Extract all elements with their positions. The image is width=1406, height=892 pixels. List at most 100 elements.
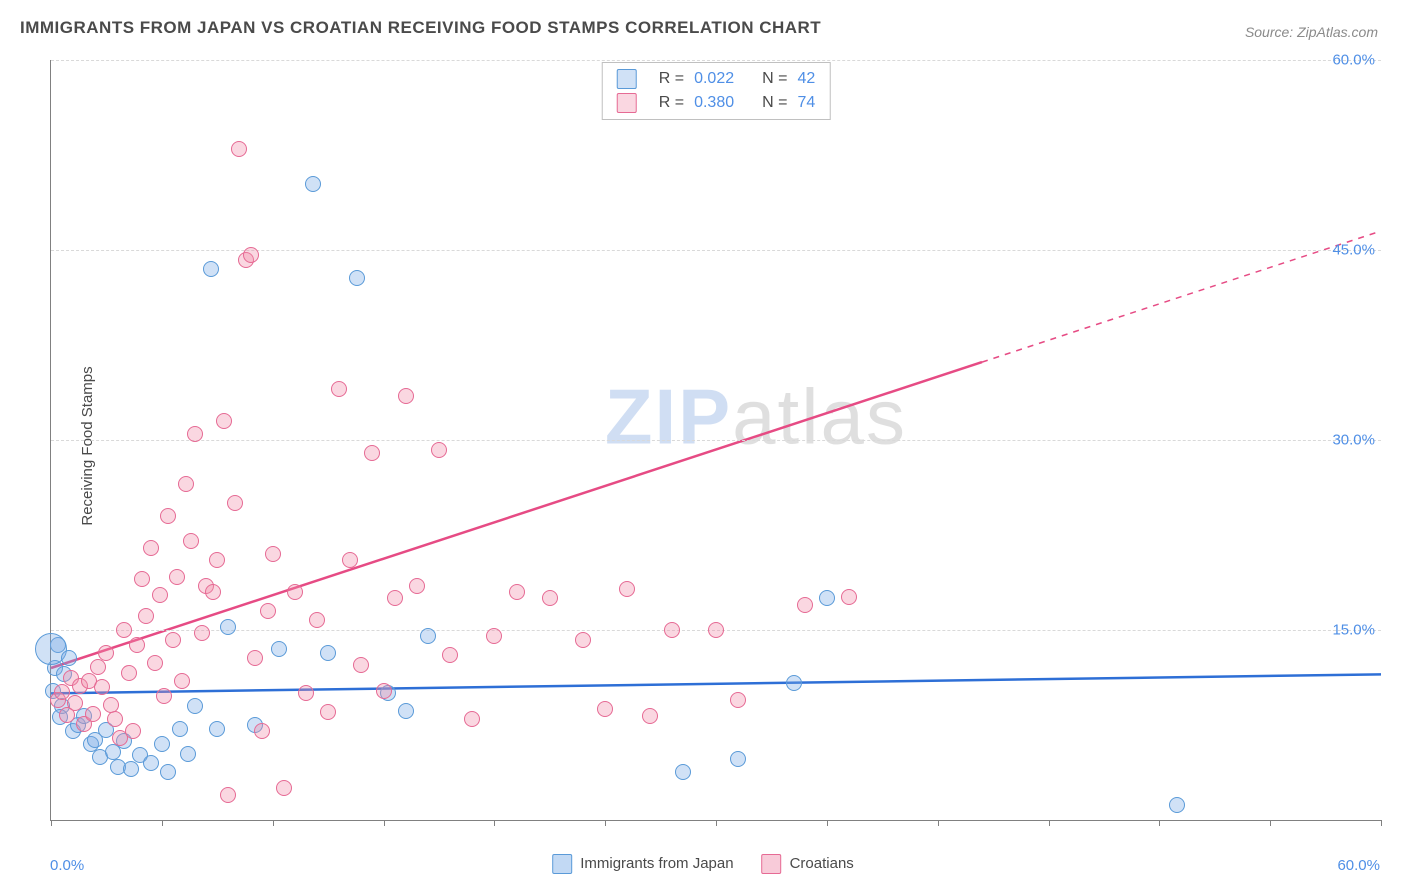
data-point-croatians xyxy=(205,584,221,600)
legend-label: Croatians xyxy=(790,855,854,872)
data-point-croatians xyxy=(309,612,325,628)
data-point-croatians xyxy=(353,657,369,673)
data-point-japan xyxy=(271,641,287,657)
y-tick-label: 30.0% xyxy=(1332,432,1375,449)
data-point-croatians xyxy=(287,584,303,600)
data-point-croatians xyxy=(178,476,194,492)
data-point-croatians xyxy=(67,695,83,711)
data-point-croatians xyxy=(134,571,150,587)
data-point-croatians xyxy=(194,625,210,641)
source-attribution: Source: ZipAtlas.com xyxy=(1245,24,1378,40)
legend-item: Croatians xyxy=(762,854,854,874)
x-tick xyxy=(1049,820,1050,826)
x-tick xyxy=(1381,820,1382,826)
data-point-japan xyxy=(1169,797,1185,813)
data-point-croatians xyxy=(147,655,163,671)
data-point-croatians xyxy=(254,723,270,739)
data-point-croatians xyxy=(442,647,458,663)
stats-legend-box: R = 0.022N = 42R = 0.380N = 74 xyxy=(602,62,831,120)
legend-item: Immigrants from Japan xyxy=(552,854,733,874)
data-point-croatians xyxy=(107,711,123,727)
data-point-croatians xyxy=(121,665,137,681)
data-point-japan xyxy=(320,645,336,661)
x-tick xyxy=(162,820,163,826)
x-tick xyxy=(605,820,606,826)
data-point-japan xyxy=(398,703,414,719)
data-point-croatians xyxy=(509,584,525,600)
r-label: R = xyxy=(659,70,684,88)
data-point-croatians xyxy=(619,581,635,597)
data-point-japan xyxy=(220,619,236,635)
data-point-japan xyxy=(349,270,365,286)
data-point-croatians xyxy=(216,413,232,429)
n-value-croatians: 74 xyxy=(797,94,815,112)
x-axis-max-label: 60.0% xyxy=(1337,857,1380,874)
stats-row-japan: R = 0.022N = 42 xyxy=(617,67,816,91)
data-point-japan xyxy=(172,721,188,737)
data-point-japan xyxy=(187,698,203,714)
data-point-croatians xyxy=(243,247,259,263)
data-point-croatians xyxy=(431,442,447,458)
legend-swatch xyxy=(762,854,782,874)
data-point-croatians xyxy=(169,569,185,585)
r-value-japan: 0.022 xyxy=(694,70,734,88)
y-tick-label: 45.0% xyxy=(1332,242,1375,259)
data-point-japan xyxy=(154,736,170,752)
r-label: R = xyxy=(659,94,684,112)
data-point-japan xyxy=(180,746,196,762)
x-tick xyxy=(938,820,939,826)
data-point-croatians xyxy=(841,589,857,605)
r-value-croatians: 0.380 xyxy=(694,94,734,112)
data-point-japan xyxy=(61,650,77,666)
data-point-croatians xyxy=(231,141,247,157)
data-point-japan xyxy=(143,755,159,771)
data-point-croatians xyxy=(98,645,114,661)
gridline xyxy=(51,60,1381,61)
data-point-croatians xyxy=(664,622,680,638)
data-point-croatians xyxy=(542,590,558,606)
scatter-plot-area: ZIPatlas R = 0.022N = 42R = 0.380N = 74 … xyxy=(50,60,1381,821)
data-point-croatians xyxy=(575,632,591,648)
data-point-croatians xyxy=(265,546,281,562)
data-point-croatians xyxy=(85,706,101,722)
data-point-croatians xyxy=(486,628,502,644)
data-point-japan xyxy=(420,628,436,644)
x-tick xyxy=(494,820,495,826)
data-point-japan xyxy=(160,764,176,780)
data-point-croatians xyxy=(597,701,613,717)
y-tick-label: 60.0% xyxy=(1332,52,1375,69)
data-point-croatians xyxy=(116,622,132,638)
data-point-croatians xyxy=(125,723,141,739)
data-point-croatians xyxy=(209,552,225,568)
data-point-japan xyxy=(786,675,802,691)
data-point-japan xyxy=(819,590,835,606)
data-point-croatians xyxy=(143,540,159,556)
data-point-croatians xyxy=(387,590,403,606)
data-point-croatians xyxy=(708,622,724,638)
x-tick xyxy=(1159,820,1160,826)
n-label: N = xyxy=(762,70,787,88)
data-point-croatians xyxy=(364,445,380,461)
x-tick xyxy=(716,820,717,826)
data-point-croatians xyxy=(642,708,658,724)
chart-title: IMMIGRANTS FROM JAPAN VS CROATIAN RECEIV… xyxy=(20,18,821,38)
stats-row-croatians: R = 0.380N = 74 xyxy=(617,91,816,115)
y-tick-label: 15.0% xyxy=(1332,622,1375,639)
data-point-japan xyxy=(675,764,691,780)
data-point-japan xyxy=(123,761,139,777)
data-point-croatians xyxy=(464,711,480,727)
data-point-croatians xyxy=(187,426,203,442)
x-tick xyxy=(51,820,52,826)
swatch-croatians xyxy=(617,93,637,113)
data-point-croatians xyxy=(90,659,106,675)
data-point-croatians xyxy=(156,688,172,704)
series-legend: Immigrants from Japan Croatians xyxy=(552,854,854,874)
source-label: Source: xyxy=(1245,24,1293,40)
trend-line-croatians xyxy=(51,362,982,668)
data-point-japan xyxy=(203,261,219,277)
data-point-croatians xyxy=(260,603,276,619)
data-point-croatians xyxy=(409,578,425,594)
data-point-croatians xyxy=(138,608,154,624)
data-point-croatians xyxy=(174,673,190,689)
data-point-croatians xyxy=(227,495,243,511)
